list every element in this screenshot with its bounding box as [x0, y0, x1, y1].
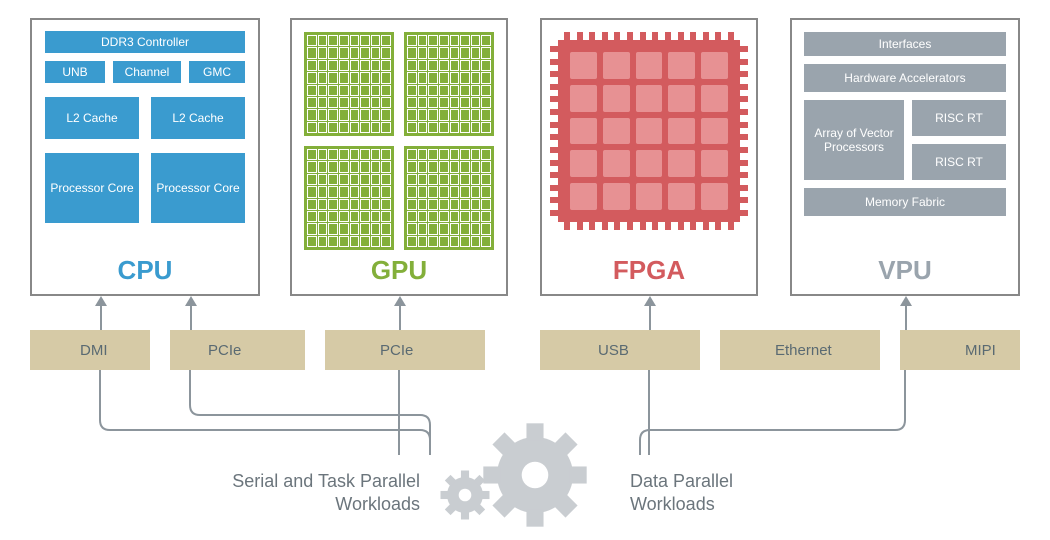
vpu-hwaccel: Hardware Accelerators — [804, 64, 1006, 92]
bus-label: Ethernet — [775, 330, 832, 370]
gpu-grid — [304, 146, 394, 250]
workload-serial: Serial and Task Parallel Workloads — [230, 470, 420, 517]
bus-label: PCIe — [380, 330, 413, 370]
cpu-l2b: L2 Cache — [150, 96, 246, 140]
arrow-up — [649, 304, 651, 330]
fpga-grid — [570, 52, 728, 210]
vpu-memfab: Memory Fabric — [804, 188, 1006, 216]
bus-label: DMI — [80, 330, 108, 370]
gpu-grids — [304, 32, 494, 250]
gpu-grid — [404, 32, 494, 136]
arrow-up — [190, 304, 192, 330]
vpu-risc2: RISC RT — [912, 144, 1006, 180]
cpu-unb: UNB — [44, 60, 106, 84]
arrow-up — [399, 304, 401, 330]
arrow-up — [905, 304, 907, 330]
gears-icon — [430, 420, 630, 540]
bus-segment — [900, 330, 1020, 370]
arrow-head — [95, 296, 107, 306]
arrow-up — [100, 304, 102, 330]
fpga-chip — [558, 40, 740, 222]
cpu-corea: Processor Core — [44, 152, 140, 224]
vpu-risc1: RISC RT — [912, 100, 1006, 136]
panel-label-vpu: VPU — [792, 255, 1018, 286]
bus-label: PCIe — [208, 330, 241, 370]
arrow-head — [185, 296, 197, 306]
workload-data: Data Parallel Workloads — [630, 470, 790, 517]
bus-label: USB — [598, 330, 629, 370]
arrow-head — [900, 296, 912, 306]
cpu-ddr: DDR3 Controller — [44, 30, 246, 54]
cpu-gmc: GMC — [188, 60, 246, 84]
gpu-grid — [404, 146, 494, 250]
cpu-l2a: L2 Cache — [44, 96, 140, 140]
bus-label: MIPI — [965, 330, 996, 370]
vpu-interfaces: Interfaces — [804, 32, 1006, 56]
panel-label-cpu: CPU — [32, 255, 258, 286]
arrow-head — [394, 296, 406, 306]
cpu-channel: Channel — [112, 60, 182, 84]
panel-label-fpga: FPGA — [542, 255, 756, 286]
arrow-head — [644, 296, 656, 306]
panel-label-gpu: GPU — [292, 255, 506, 286]
cpu-coreb: Processor Core — [150, 152, 246, 224]
vpu-array: Array of Vector Processors — [804, 100, 904, 180]
gpu-grid — [304, 32, 394, 136]
